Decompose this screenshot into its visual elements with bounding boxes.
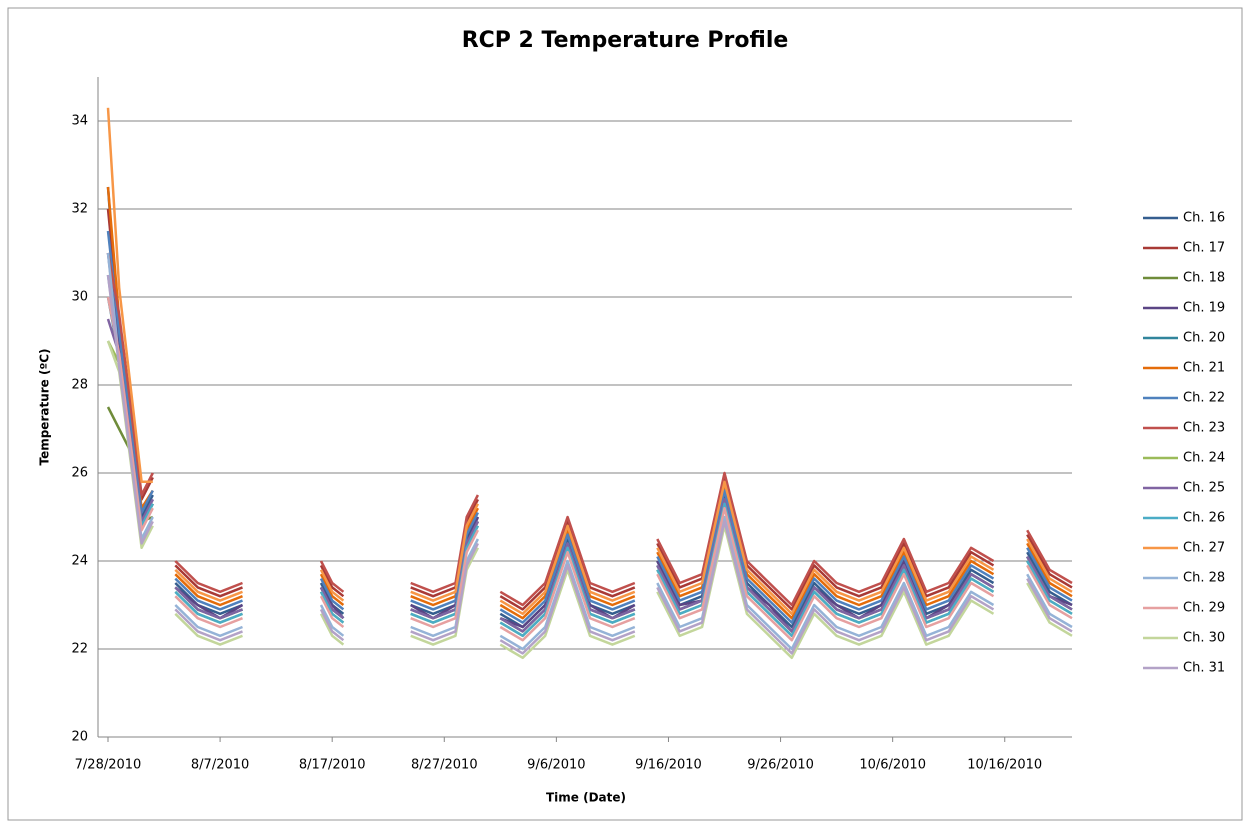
x-tick-label: 8/17/2010 [299, 758, 366, 773]
legend-label: Ch. 18 [1183, 271, 1225, 286]
legend-label: Ch. 30 [1183, 631, 1225, 646]
y-tick-label: 24 [71, 554, 88, 569]
x-tick-label: 9/16/2010 [635, 758, 702, 773]
y-tick-label: 34 [71, 114, 88, 129]
legend-label: Ch. 22 [1183, 391, 1225, 406]
chart-title: RCP 2 Temperature Profile [462, 28, 789, 53]
y-tick-label: 30 [71, 290, 88, 305]
series-line [106, 252, 1073, 607]
x-tick-label: 8/7/2010 [191, 758, 249, 773]
legend-label: Ch. 21 [1183, 361, 1225, 376]
legend-label: Ch. 28 [1183, 571, 1225, 586]
legend-label: Ch. 29 [1183, 601, 1225, 616]
series-line [106, 274, 1073, 655]
y-tick-label: 28 [71, 378, 88, 393]
y-tick-label: 22 [71, 642, 88, 657]
x-tick-label: 10/16/2010 [967, 758, 1042, 773]
y-tick-label: 20 [71, 730, 88, 745]
x-tick-label: 7/28/2010 [75, 758, 142, 773]
legend-label: Ch. 19 [1183, 301, 1225, 316]
x-tick-label: 10/6/2010 [859, 758, 926, 773]
legend-label: Ch. 20 [1183, 331, 1225, 346]
series-line [106, 230, 1073, 624]
legend-label: Ch. 24 [1183, 451, 1225, 466]
y-axis-label: Temperature (ºC) [38, 348, 52, 465]
legend-label: Ch. 16 [1183, 211, 1225, 226]
legend-label: Ch. 25 [1183, 481, 1225, 496]
y-tick-label: 32 [71, 202, 88, 217]
legend-label: Ch. 31 [1183, 661, 1225, 676]
legend-label: Ch. 17 [1183, 241, 1225, 256]
x-tick-label: 9/6/2010 [527, 758, 585, 773]
series-line [106, 296, 1073, 642]
legend-label: Ch. 23 [1183, 421, 1225, 436]
y-tick-label: 26 [71, 466, 88, 481]
legend-label: Ch. 27 [1183, 541, 1225, 556]
series-line [106, 107, 1073, 616]
legend-label: Ch. 26 [1183, 511, 1225, 526]
x-tick-label: 9/26/2010 [747, 758, 814, 773]
chart-border [7, 7, 1243, 821]
x-axis-label: Time (Date) [546, 791, 626, 805]
x-tick-label: 8/27/2010 [411, 758, 478, 773]
